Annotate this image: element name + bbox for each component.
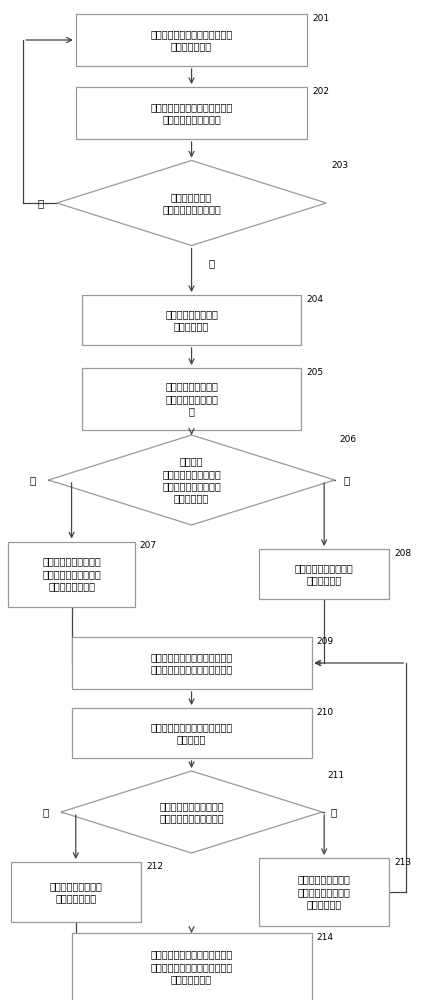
Text: 将所述平均值作为所
述时间戳偏移量: 将所述平均值作为所 述时间戳偏移量 bbox=[49, 881, 102, 903]
Text: 计算当前视频帧与前一帧视频帧
之间的第一时间戳差值: 计算当前视频帧与前一帧视频帧 之间的第一时间戳差值 bbox=[150, 102, 233, 124]
FancyBboxPatch shape bbox=[76, 87, 307, 139]
Text: 否: 否 bbox=[29, 475, 36, 485]
Text: 继续选取在两帧视频
帧之前的至少一帧之
前的至少一帧: 继续选取在两帧视频 帧之前的至少一帧之 前的至少一帧 bbox=[298, 875, 351, 909]
Text: 计算得到所述多个第二时间戳差
值的平均值: 计算得到所述多个第二时间戳差 值的平均值 bbox=[150, 722, 233, 744]
Text: 否: 否 bbox=[42, 807, 48, 817]
Text: 在音视频解码过程中，依次获取
视频帧的时间戳: 在音视频解码过程中，依次获取 视频帧的时间戳 bbox=[150, 29, 233, 51]
Text: 是: 是 bbox=[343, 475, 349, 485]
Text: 平均值加上前一帧时间戳
大于或等于下一时间戳？: 平均值加上前一帧时间戳 大于或等于下一时间戳？ bbox=[159, 801, 224, 823]
Text: 203: 203 bbox=[331, 161, 349, 170]
Text: 否: 否 bbox=[38, 198, 44, 208]
Text: 选取所述两帧视频帧之
前的至少一帧: 选取所述两帧视频帧之 前的至少一帧 bbox=[295, 563, 354, 585]
Polygon shape bbox=[57, 161, 326, 245]
Text: 204: 204 bbox=[306, 295, 323, 304]
FancyBboxPatch shape bbox=[8, 541, 135, 606]
Text: 201: 201 bbox=[312, 14, 330, 23]
Text: 212: 212 bbox=[146, 862, 163, 871]
Text: 是: 是 bbox=[208, 259, 215, 269]
Text: 将当前视频帧的时间戳替换为所
述前一帧视频帧的时间戳加上所
述时间戳偏移量: 将当前视频帧的时间戳替换为所 述前一帧视频帧的时间戳加上所 述时间戳偏移量 bbox=[150, 950, 233, 984]
FancyBboxPatch shape bbox=[76, 14, 307, 66]
Text: 将当前视频帧的时间戳
替换为前一帧时间戳加
上第二时间戳差值: 将当前视频帧的时间戳 替换为前一帧时间戳加 上第二时间戳差值 bbox=[42, 557, 101, 591]
Text: 208: 208 bbox=[394, 549, 412, 558]
Text: 计算相邻视频帧两两之间时间戳
差值，得到多个第二时间戳差值: 计算相邻视频帧两两之间时间戳 差值，得到多个第二时间戳差值 bbox=[150, 652, 233, 674]
Text: 209: 209 bbox=[317, 637, 334, 646]
Text: 是: 是 bbox=[330, 807, 337, 817]
Text: 207: 207 bbox=[140, 542, 157, 550]
FancyBboxPatch shape bbox=[72, 708, 312, 758]
Text: 211: 211 bbox=[327, 771, 344, 780]
Text: 213: 213 bbox=[394, 858, 412, 867]
Polygon shape bbox=[61, 771, 322, 853]
Text: 205: 205 bbox=[306, 368, 323, 377]
Text: 214: 214 bbox=[317, 933, 333, 942]
FancyBboxPatch shape bbox=[82, 295, 301, 345]
Text: 202: 202 bbox=[312, 87, 329, 96]
Text: 计算所述两帧视频帧
之间的第二时间戳差
值: 计算所述两帧视频帧 之间的第二时间戳差 值 bbox=[165, 382, 218, 416]
FancyBboxPatch shape bbox=[82, 368, 301, 430]
FancyBboxPatch shape bbox=[72, 933, 312, 1000]
FancyBboxPatch shape bbox=[72, 637, 312, 689]
Text: 210: 210 bbox=[317, 708, 334, 717]
FancyBboxPatch shape bbox=[259, 858, 389, 926]
Text: 选择当前视频帧之前
的两帧视频帧: 选择当前视频帧之前 的两帧视频帧 bbox=[165, 309, 218, 331]
Text: 第一时间戳差值
大于预设偏移量阈值？: 第一时间戳差值 大于预设偏移量阈值？ bbox=[162, 192, 221, 214]
FancyBboxPatch shape bbox=[11, 862, 141, 922]
Polygon shape bbox=[48, 435, 335, 525]
FancyBboxPatch shape bbox=[259, 549, 389, 599]
Text: 第二时间
戳差值加上前一帧时间
戳大于或等于下一视频
帧的时间戳？: 第二时间 戳差值加上前一帧时间 戳大于或等于下一视频 帧的时间戳？ bbox=[162, 456, 221, 504]
Text: 206: 206 bbox=[340, 435, 357, 444]
